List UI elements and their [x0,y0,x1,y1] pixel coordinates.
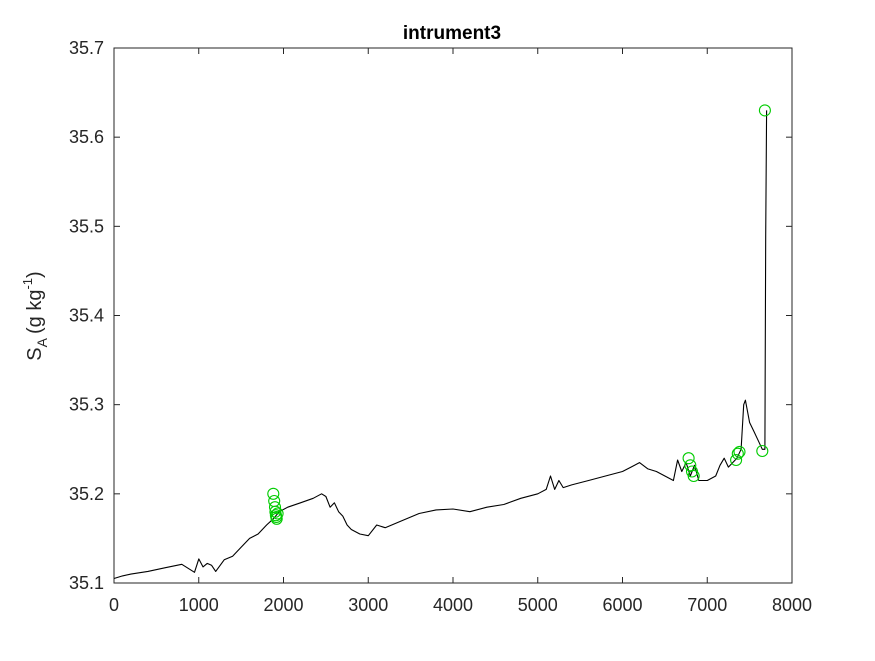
flagged-marker [756,444,769,458]
y-tick-label: 35.3 [69,395,104,415]
x-tick-label: 2000 [263,595,303,615]
flagged-marker [682,452,695,465]
y-tick-label: 35.7 [69,38,104,58]
series-layer [113,110,768,580]
ylabel-unit: (g kg [24,290,46,334]
flagged-marker [268,501,282,514]
flagged-marker [687,469,700,483]
chart-title: intrument3 [403,23,501,44]
x-tick-label: 6000 [602,595,642,615]
flagged-marker [758,104,771,117]
x-tick-label: 3000 [348,595,388,615]
x-tick-label: 0 [109,595,119,615]
ylabel-sub: A [34,337,50,347]
plot-area [113,47,793,584]
flagged-marker [733,445,746,458]
flagged-marker [267,487,280,500]
flagged-marker [269,505,282,518]
x-tick-label: 4000 [433,595,473,615]
x-tick-label: 1000 [179,595,219,615]
x-tick-label: 8000 [772,595,812,615]
ylabel-close: ) [24,271,46,278]
y-tick-label: 35.6 [69,127,104,147]
flagged-marker [730,453,743,467]
y-axis: 35.1 35.2 35.3 35.4 35.5 35.6 35.7 [69,38,792,593]
flagged-marker [270,512,283,525]
flagged-marker [684,459,697,472]
series-line-salinity [113,110,768,580]
flagged-marker [731,447,744,460]
x-tick-label: 7000 [687,595,727,615]
x-axis: 0 1000 2000 3000 4000 5000 6000 7000 8000 [109,48,812,615]
marker-layer [267,104,771,525]
y-tick-label: 35.4 [69,306,104,326]
y-axis-label: SA (g kg-1) [20,271,50,360]
ylabel-base: S [24,347,46,360]
y-tick-label: 35.5 [69,216,104,236]
y-tick-label: 35.1 [69,573,104,593]
x-tick-label: 5000 [518,595,558,615]
ylabel-exp: -1 [20,278,35,290]
flagged-marker [271,507,284,520]
y-tick-label: 35.2 [69,484,104,504]
